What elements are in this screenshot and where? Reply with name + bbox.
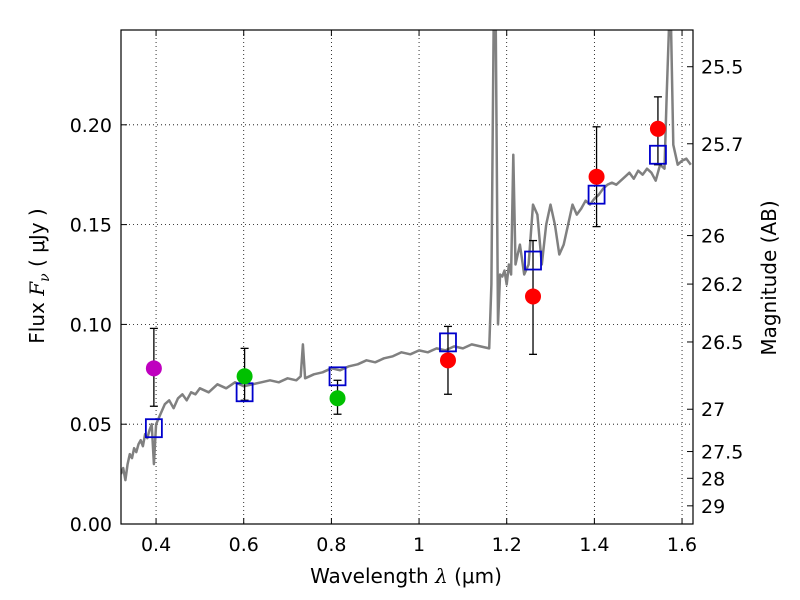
x-axis-title: Wavelength λ (μm) (310, 564, 502, 588)
magnitude-tick-label: 25.7 (701, 134, 743, 156)
x-tick-label: 0.6 (229, 534, 259, 556)
y-tick-label: 0.15 (70, 215, 112, 237)
x-tick-label: 0.8 (316, 534, 346, 556)
observed-flux-point (649, 120, 666, 137)
magnitude-tick-label: 26.2 (701, 274, 743, 296)
model-flux-square (649, 144, 667, 165)
model-flux-square (524, 250, 542, 271)
x-tick-label: 1.6 (667, 534, 697, 556)
plot-frame (120, 29, 694, 525)
observed-flux-point (588, 168, 605, 185)
error-bars (149, 96, 662, 415)
y-tick-label: 0.10 (70, 314, 112, 336)
magnitude-tick-label: 26 (701, 226, 725, 248)
grid-lines (121, 30, 693, 524)
magnitude-tick-labels: 25.5 25.7 26 26.2 26.5 27 27.5 28 29 (701, 57, 743, 518)
x-tick-label: 1.4 (579, 534, 609, 556)
y-tick-label: 0.05 (70, 414, 112, 436)
observed-flux-point (329, 390, 346, 407)
x-tick-label: 1.2 (492, 534, 522, 556)
y-axis-title: Flux Fν ( μJy ) (25, 208, 53, 343)
x-tick-label: 1 (413, 534, 425, 556)
y-tick-labels: 0.00 0.05 0.10 0.15 0.20 (70, 115, 112, 536)
model-flux-square (587, 184, 606, 205)
model-flux-square (439, 332, 457, 353)
magnitude-tick-label: 27.5 (701, 442, 743, 464)
model-flux-square (144, 418, 163, 439)
x-tick-labels: 0.4 0.6 0.8 1 1.2 1.4 1.6 (141, 534, 697, 556)
magnitude-tick-label: 26.5 (701, 332, 743, 354)
y2-axis-title: Magnitude (AB) (757, 200, 781, 355)
axis-ticks (121, 30, 693, 525)
model-spectrum-line (121, 30, 692, 482)
magnitude-tick-label: 25.5 (701, 57, 743, 79)
observed-flux-point (145, 360, 162, 377)
x-tick-label: 0.4 (141, 534, 171, 556)
observed-photometry-markers (145, 120, 666, 407)
y-tick-label: 0.20 (70, 115, 112, 137)
magnitude-tick-label: 29 (701, 496, 725, 518)
observed-flux-point (236, 368, 253, 385)
observed-flux-point (525, 288, 542, 305)
y-tick-label: 0.00 (70, 514, 112, 536)
magnitude-tick-label: 27 (701, 399, 725, 421)
observed-flux-point (439, 352, 456, 369)
magnitude-tick-label: 28 (701, 468, 725, 490)
model-flux-square (328, 366, 347, 387)
model-photometry-markers (144, 144, 667, 439)
